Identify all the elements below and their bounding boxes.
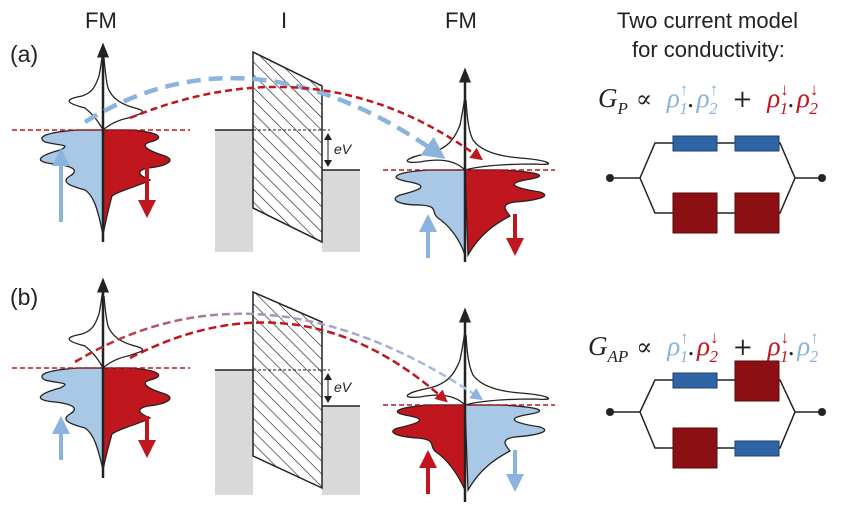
resistor-up1-p <box>672 135 718 152</box>
header-fm-left: FM <box>85 8 117 33</box>
dos-up-filled-right-b <box>464 404 546 493</box>
right-electrode-gray-b <box>322 406 360 495</box>
resistor-down2-p <box>734 192 780 234</box>
tunneling-path-spin-up-b <box>74 312 484 401</box>
spin-up-arrow-left-b <box>52 416 70 460</box>
dos-left-a <box>39 49 171 236</box>
dos-down-empty-right-a <box>464 99 550 171</box>
resistor-down1-p <box>672 192 718 234</box>
dos-down-empty-left-b <box>102 295 144 369</box>
spin-up-arrow-right-b <box>419 450 437 494</box>
equation-parallel: GP ∝ ρ↑ 1.ρ↑ 2 + ρ↓ 1.ρ↓ 2 <box>598 80 818 120</box>
terminal-right-p <box>818 174 826 182</box>
spin-down-arrow-right-a <box>506 214 524 256</box>
left-electrode-gray-b <box>215 370 253 495</box>
tunneling-path-spin-up-a <box>83 75 446 159</box>
dos-down-empty-left-a <box>102 57 144 131</box>
spin-down-arrow-left-b <box>138 416 156 458</box>
bias-label-a: eV <box>334 141 353 157</box>
panel-label-a: (a) <box>10 41 38 67</box>
resistor-up2-p <box>734 135 780 152</box>
resistor-up1-ap <box>672 372 718 389</box>
resistor-down1-ap <box>672 427 718 469</box>
dos-up-empty-left-b <box>68 287 104 369</box>
spin-up-arrow-left-a <box>52 148 70 222</box>
tunnel-barrier-b <box>252 290 323 490</box>
dos-up-empty-right-b <box>464 334 550 406</box>
dos-down-filled-left-b <box>102 367 171 471</box>
header-insulator: I <box>281 8 287 33</box>
resistor-down2-ap <box>734 360 780 402</box>
spin-up-arrow-right-a <box>419 214 437 258</box>
model-title-line2: for conductivity: <box>632 37 785 62</box>
terminal-right-ap <box>818 408 826 416</box>
terminal-left-p <box>606 174 614 182</box>
header-fm-right: FM <box>445 8 477 33</box>
resistor-up2-ap <box>734 440 780 457</box>
dos-up-filled-left-b <box>39 367 104 471</box>
right-electrode-gray-a <box>322 170 360 252</box>
dos-down-filled-right-b <box>392 404 466 491</box>
dos-up-empty-right-a <box>406 94 466 171</box>
dos-left-b <box>39 287 171 471</box>
spin-down-arrow-left-a <box>138 150 156 218</box>
tunnel-barrier-a <box>252 50 323 244</box>
dos-up-empty-left-a <box>68 49 104 131</box>
dos-down-filled-left-a <box>102 129 171 236</box>
terminal-left-ap <box>606 408 614 416</box>
dos-down-filled-right-a <box>464 169 546 258</box>
circuit-antiparallel <box>606 360 826 469</box>
dos-up-filled-right-a <box>394 169 466 256</box>
left-electrode-gray-a <box>215 130 253 252</box>
dos-right-a <box>394 94 550 258</box>
panel-label-b: (b) <box>10 284 38 310</box>
circuit-parallel <box>606 135 826 234</box>
equation-antiparallel: GAP ∝ ρ↑ 1.ρ↓ 2 + ρ↓ 1.ρ↑ 2 <box>588 328 819 368</box>
spin-down-arrow-right-b <box>506 450 524 492</box>
dos-up-filled-left-a <box>39 129 104 236</box>
bias-label-b: eV <box>334 379 353 395</box>
dos-right-b <box>392 329 550 493</box>
model-title-line1: Two current model <box>617 8 798 33</box>
tunneling-path-spin-down-b <box>129 321 448 403</box>
